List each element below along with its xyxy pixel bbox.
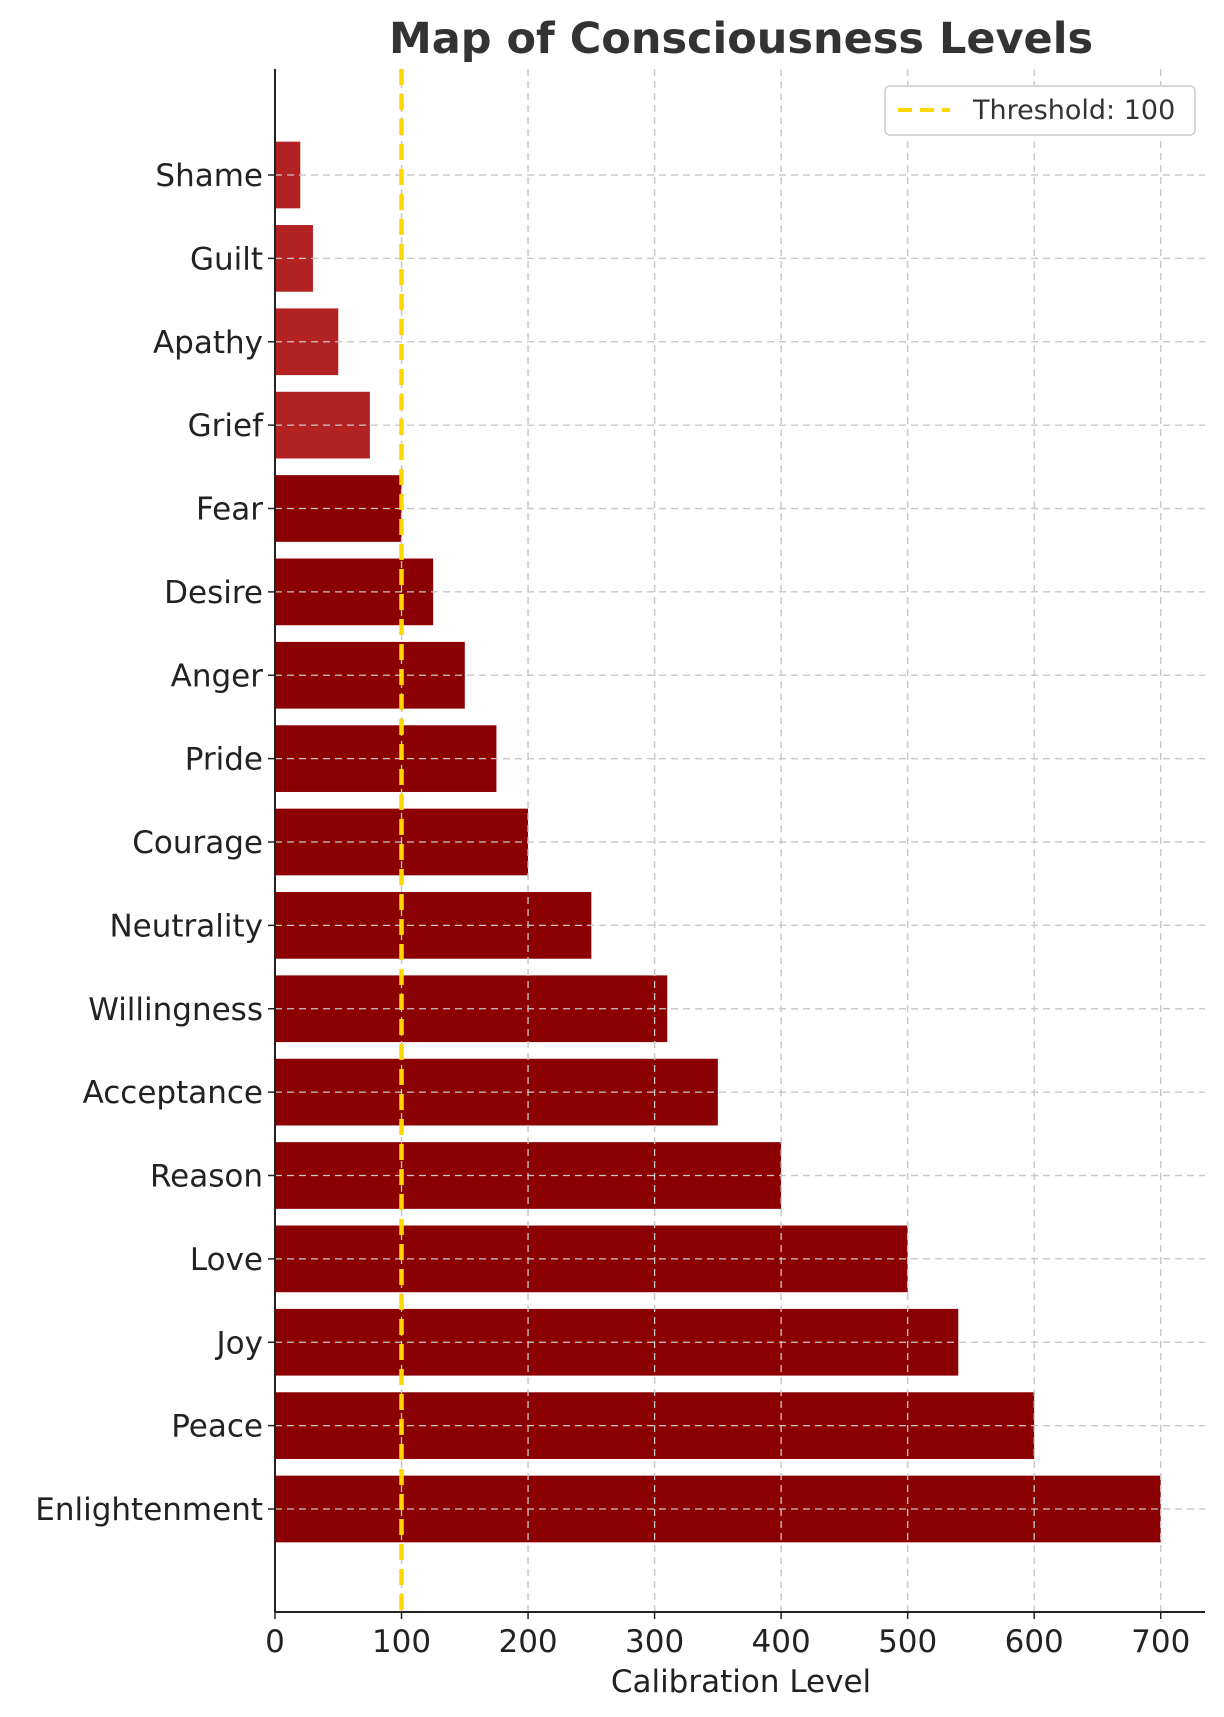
y-tick-label-love: Love bbox=[190, 1242, 263, 1278]
x-tick-label-100: 100 bbox=[372, 1624, 431, 1660]
x-axis-label: Calibration Level bbox=[611, 1664, 871, 1700]
y-tick-label-acceptance: Acceptance bbox=[83, 1075, 263, 1111]
x-tick-labels: 0 100 200 300 400 500 600 700 bbox=[265, 1624, 1190, 1660]
x-tick-label-500: 500 bbox=[878, 1624, 937, 1660]
chart-title: Map of Consciousness Levels bbox=[389, 14, 1093, 64]
y-tick-label-reason: Reason bbox=[150, 1159, 263, 1195]
x-tick-label-700: 700 bbox=[1131, 1624, 1190, 1660]
axes bbox=[268, 69, 1205, 1619]
y-tick-label-desire: Desire bbox=[164, 575, 263, 611]
x-tick-label-200: 200 bbox=[498, 1624, 557, 1660]
y-tick-label-neutrality: Neutrality bbox=[109, 908, 263, 944]
x-tick-label-300: 300 bbox=[625, 1624, 684, 1660]
bars bbox=[275, 69, 1205, 1612]
y-tick-label-apathy: Apathy bbox=[153, 325, 263, 361]
x-tick-label-0: 0 bbox=[265, 1624, 285, 1660]
y-tick-label-fear: Fear bbox=[196, 492, 263, 528]
y-tick-label-anger: Anger bbox=[171, 658, 264, 694]
legend-box bbox=[884, 85, 1196, 136]
y-tick-label-guilt: Guilt bbox=[190, 241, 263, 277]
y-tick-label-pride: Pride bbox=[185, 742, 263, 778]
y-tick-label-willingness: Willingness bbox=[88, 992, 263, 1028]
y-tick-labels: Shame Guilt Apathy Grief Fear Desire Anger Prid… bbox=[35, 158, 264, 1528]
y-tick-label-grief: Grief bbox=[188, 408, 264, 444]
y-tick-label-courage: Courage bbox=[132, 825, 263, 861]
y-tick-label-peace: Peace bbox=[171, 1409, 263, 1445]
x-tick-label-400: 400 bbox=[752, 1624, 811, 1660]
legend: Threshold: 100 bbox=[884, 85, 1196, 136]
y-tick-label-joy: Joy bbox=[215, 1325, 263, 1361]
y-tick-label-shame: Shame bbox=[155, 158, 263, 194]
y-tick-label-enlightenment: Enlightenment bbox=[35, 1492, 263, 1528]
legend-threshold-label: Threshold: 100 bbox=[972, 95, 1175, 126]
x-tick-label-600: 600 bbox=[1005, 1624, 1064, 1660]
